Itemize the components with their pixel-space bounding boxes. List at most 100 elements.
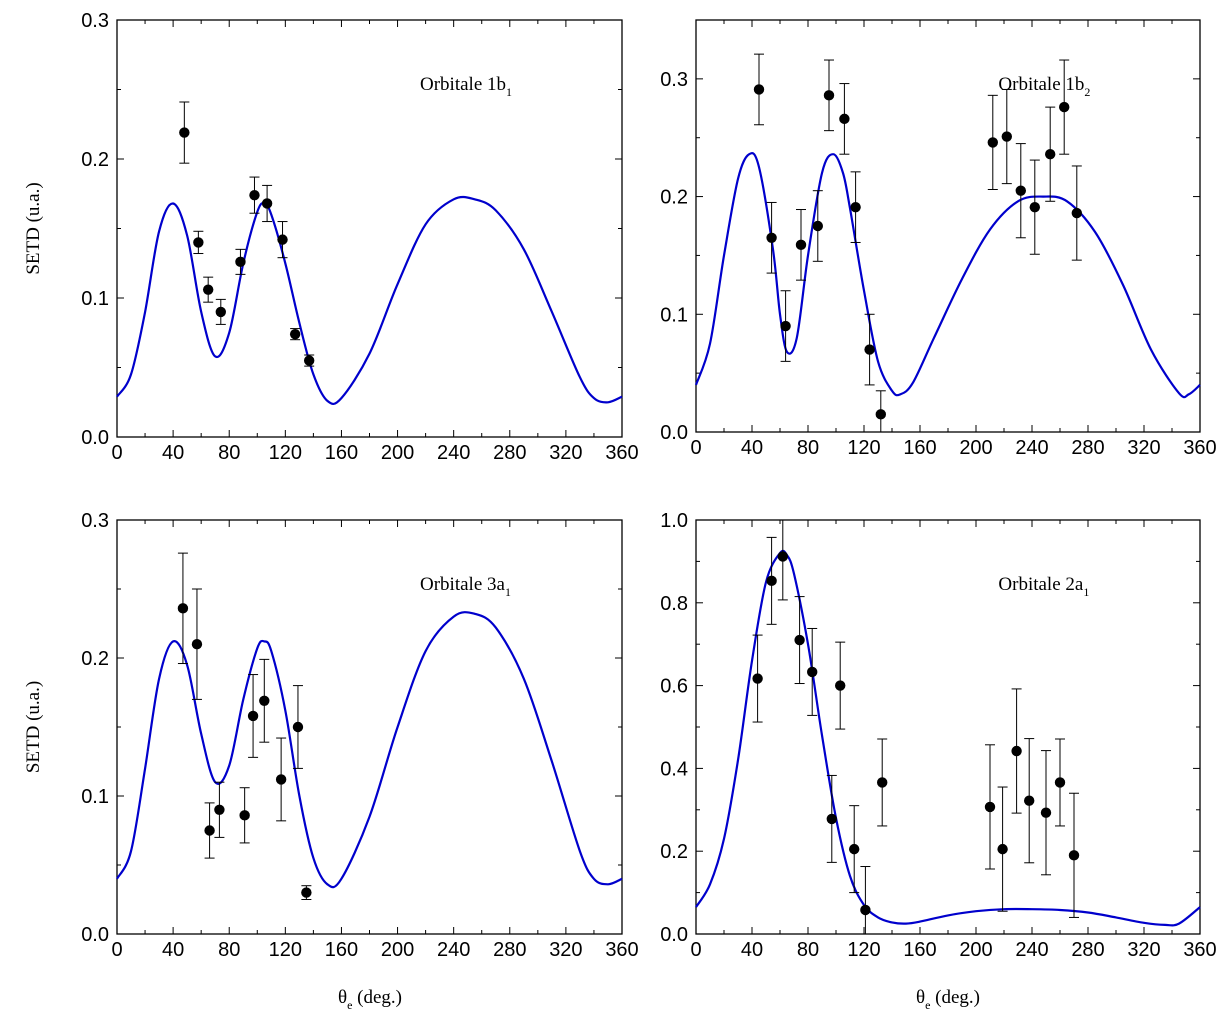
x-tick-label: 200 [959,939,992,961]
data-point [1023,795,1035,806]
data-point [864,344,875,355]
x-tick-label: 280 [1071,939,1104,961]
data-point [1068,850,1080,861]
data-point [850,201,861,213]
data-point [215,306,227,318]
theory-curve [695,549,1201,927]
x-tick-label: 280 [493,939,526,961]
data-point [1015,185,1026,196]
data-point [301,887,312,898]
x-tick-label: 240 [437,442,470,464]
y-tick-label: 1.0 [660,510,688,532]
data-point [860,904,871,916]
data-point [877,777,888,788]
y-tick-label: 0.1 [660,304,688,326]
data-point [214,804,225,815]
x-tick-label: 280 [1071,437,1104,459]
data-point [780,320,791,332]
theory-curve [116,195,623,406]
data-point [812,220,823,232]
data-point [204,825,215,836]
x-tick-label: 120 [847,437,880,459]
data-point [235,256,246,268]
y-tick-label: 0.2 [660,841,688,863]
y-tick-label: 0.1 [81,288,109,310]
data-point [997,843,1008,855]
chart-panel-orbitale-3a1: 0 40 80 120 160 200 240 280 320 360 0.0 0.1 0.2 0.3 SE… [23,510,639,961]
y-tick-label: 0.0 [660,422,688,444]
y-tick-label: 0.6 [660,676,688,698]
data-point [292,721,304,733]
x-tick-label: 200 [381,442,414,464]
data-point [752,673,763,684]
data-point [826,813,837,825]
data-point [835,680,846,691]
x-tick-label: 240 [1015,437,1048,459]
data-point [277,234,288,245]
data-point [1045,148,1056,160]
y-tick-label: 0.2 [81,149,109,171]
x-tick-label: 160 [325,939,358,961]
x-tick-label: 360 [1183,939,1216,961]
y-tick-label: 0.0 [660,924,688,946]
plot-frame [116,519,623,935]
data-point [795,239,807,251]
x-tick-label: 160 [903,939,936,961]
x-tick-label: 240 [437,939,470,961]
x-tick-label: 80 [218,442,240,464]
data-point [766,232,777,243]
x-tick-label: 0 [690,437,701,459]
data-point [261,198,273,209]
x-tick-label: 360 [605,939,638,961]
x-tick-label: 200 [959,437,992,459]
x-tick-label: 240 [1015,939,1048,961]
data-point [1071,207,1083,219]
data-point [839,113,850,125]
x-tick-label: 120 [847,939,880,961]
data-point [1029,201,1041,213]
y-tick-label: 0.2 [81,648,109,670]
data-point [823,90,835,101]
x-tick-label: 280 [493,442,526,464]
data-point [303,355,315,366]
data-point [1011,745,1022,757]
x-tick-label: 160 [325,442,358,464]
y-tick-label: 0.1 [81,786,109,808]
data-point [984,801,996,813]
data-point [247,710,259,722]
theory-curve [694,152,1201,399]
data-point [275,774,287,785]
x-tick-label: 80 [797,437,819,459]
data-point [766,575,777,587]
data-point [849,843,860,855]
data-point [1054,777,1066,788]
x-tick-label: 120 [269,939,302,961]
x-tick-label: 160 [903,437,936,459]
y-tick-label: 0.3 [81,510,109,532]
x-tick-label: 0 [111,442,122,464]
data-point [259,695,270,706]
data-point [1059,101,1070,113]
x-tick-label: 0 [690,939,701,961]
data-point [191,639,203,650]
y-tick-label: 0.8 [660,593,688,615]
y-tick-label: 0.3 [81,10,109,32]
chart-panel-orbitale-1b1: 0 40 80 120 160 200 240 280 320 360 0.0 0.1 0.2 0.3 SE… [23,10,639,464]
theory-curve [116,611,623,889]
data-point [193,237,204,248]
y-tick-label: 0.2 [660,187,688,209]
y-tick-label: 0.0 [81,427,109,449]
x-axis-title-right: θe (deg.) [916,987,980,1012]
x-tick-label: 200 [381,939,414,961]
data-point [289,328,301,340]
chart-panel-orbitale-1b2: 0 40 80 120 160 200 240 280 320 360 0.0 0.1 0.2 0.3 Or… [660,19,1217,459]
data-point [777,551,788,562]
orbital-label: Orbitale 3a1 [420,574,511,599]
x-tick-label: 0 [111,939,122,961]
orbital-label: Orbitale 1b1 [420,74,512,99]
x-axis-title-left: θe (deg.) [338,987,402,1012]
orbital-label: Orbitale 2a1 [998,574,1089,599]
data-point [177,603,189,614]
y-tick-label: 0.3 [660,69,688,91]
